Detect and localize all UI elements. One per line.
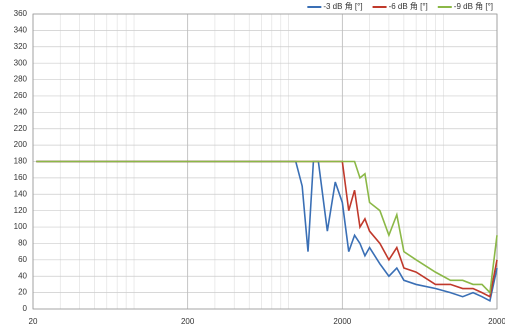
y-tick-label: 280 (14, 75, 28, 84)
y-tick-label: 200 (14, 140, 28, 149)
x-tick-label: 200 (181, 317, 195, 326)
y-tick-label: 220 (14, 124, 28, 133)
y-tick-label: 340 (14, 25, 28, 34)
y-tick-label: 100 (14, 222, 28, 231)
y-tick-label: 360 (14, 9, 28, 18)
y-tick-label: 40 (18, 271, 27, 280)
y-tick-label: 180 (14, 157, 28, 166)
x-tick-label: 2000 (488, 317, 505, 326)
x-tick-label: 2000 (333, 317, 351, 326)
y-tick-label: 80 (18, 239, 27, 248)
x-tick-label: 20 (29, 317, 38, 326)
plot-frame (32, 13, 498, 310)
y-tick-label: 0 (23, 304, 28, 313)
y-tick-label: 160 (14, 173, 28, 182)
y-tick-label: 240 (14, 107, 28, 116)
series-line (36, 160, 498, 295)
y-tick-label: 140 (14, 189, 28, 198)
y-tick-label: 20 (18, 288, 27, 297)
y-tick-label: 320 (14, 42, 28, 51)
legend-label: -9 dB 角 [°] (454, 1, 493, 11)
legend-label: -3 dB 角 [°] (323, 1, 362, 11)
legend-label: -6 dB 角 [°] (389, 1, 428, 11)
y-tick-label: 120 (14, 206, 28, 215)
y-tick-label: 260 (14, 91, 28, 100)
y-tick-label: 300 (14, 58, 28, 67)
legend: -9 dB 角 [°] -6 dB 角 [°] -3 dB 角 [°] (307, 1, 493, 11)
y-tick-label: 60 (18, 255, 27, 264)
